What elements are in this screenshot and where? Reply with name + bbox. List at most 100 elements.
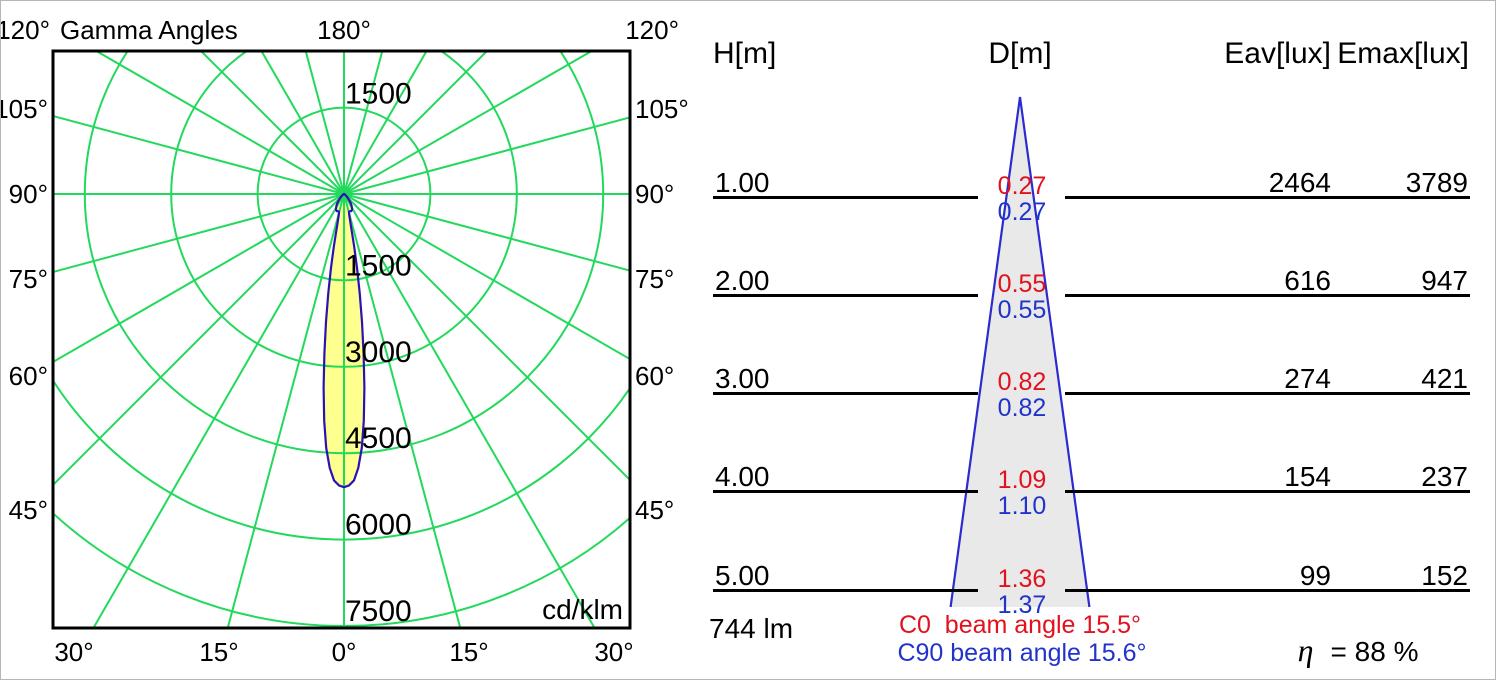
gamma-grid-line (92, 193, 345, 628)
gamma-label-right: 75° (635, 264, 674, 294)
gamma-120-top-right-label: 120° (625, 15, 679, 45)
gamma-label-right: 90° (635, 179, 674, 209)
ring-label: 4500 (345, 422, 412, 455)
row-line-right (1065, 589, 1470, 592)
gamma-grid-line (53, 193, 345, 274)
gamma-label-left: 105° (1, 94, 48, 124)
gamma-grid-line (343, 51, 384, 195)
diameter-c90-value: 0.82 (997, 394, 1047, 422)
intensity-ring (170, 51, 518, 368)
gamma-grid-line (343, 51, 594, 195)
ring-label: 1500 (345, 249, 412, 282)
intensity-ring (83, 51, 605, 455)
row-line-left (713, 589, 978, 592)
row-line-left (713, 294, 978, 297)
gamma-label-bottom: 0° (332, 637, 357, 667)
gamma-grid-line (304, 51, 345, 195)
intensity-ring (53, 511, 630, 627)
unit-label: cd/klm (542, 594, 623, 625)
diameter-c90-value: 0.27 (997, 198, 1047, 226)
polar-title: Gamma Angles (60, 15, 238, 45)
row-line-left (713, 392, 978, 395)
gamma-label-left: 45° (9, 495, 48, 525)
eta-value: = 88 % (1330, 636, 1419, 667)
gamma-grid-line (343, 116, 630, 195)
c90-beam-angle-text: C90 beam angle 15.6° (897, 639, 1147, 667)
gamma-grid-line (94, 51, 345, 195)
eta-symbol: η (1297, 632, 1314, 668)
row-line-left (713, 490, 978, 493)
diameter-c0-value: 0.82 (997, 368, 1047, 396)
ring-label: 7500 (345, 595, 412, 628)
mounting-height-value: 3.00 (715, 363, 770, 394)
emax-value: 421 (1421, 363, 1468, 394)
gamma-grid-line (199, 51, 345, 195)
row-line-right (1065, 490, 1470, 493)
column-header-height: H[m] (713, 37, 777, 70)
eav-value: 616 (1284, 265, 1331, 296)
gamma-label-bottom: 15° (449, 637, 488, 667)
eav-value: 154 (1284, 461, 1331, 492)
luminous-flux-value: 744 lm (709, 613, 794, 644)
intensity-ring (256, 106, 432, 282)
gamma-grid-line (343, 193, 630, 361)
gamma-grid-line (53, 114, 345, 195)
row-line-right (1065, 196, 1470, 199)
mounting-height-value: 2.00 (715, 265, 770, 296)
polar-grid-and-curve (53, 51, 630, 628)
ring-label-above: 1500 (345, 78, 412, 111)
gamma-label-right: 105° (635, 94, 689, 124)
polar-frame (51, 49, 632, 630)
diameter-c90-value: 0.55 (997, 296, 1047, 324)
emax-value: 237 (1421, 461, 1468, 492)
emax-value: 947 (1421, 265, 1468, 296)
gamma-grid-line (343, 51, 489, 195)
gamma-label-bottom: 15° (199, 637, 238, 667)
diameter-c0-value: 0.27 (997, 172, 1047, 200)
column-header-diameter: D[m] (988, 37, 1052, 70)
gamma-grid-line (226, 193, 345, 628)
gamma-120-top-left-label: 120° (1, 15, 50, 45)
diameter-c0-value: 1.09 (997, 466, 1047, 494)
intensity-ring (53, 378, 630, 541)
diameter-c0-value: 0.55 (997, 270, 1047, 298)
diameter-c0-value: 1.36 (997, 565, 1047, 593)
row-line-right (1065, 392, 1470, 395)
gamma-grid-line (260, 51, 345, 195)
intensity-curve-outline (322, 192, 366, 489)
polar-intensity-diagram: 1500 1500 3000 4500 6000 7500 cd/klm 120° Gamma … (1, 15, 689, 667)
gamma-grid-line (53, 193, 345, 364)
diameter-c90-value: 1.10 (997, 492, 1047, 520)
eav-value: 274 (1284, 363, 1331, 394)
emax-value: 152 (1421, 560, 1468, 591)
eav-value: 2464 (1268, 167, 1331, 198)
gamma-grid-line (343, 51, 428, 195)
c0-beam-angle-text: C0 beam angle 15.5° (898, 611, 1142, 639)
row-line-right (1065, 294, 1470, 297)
gamma-grid-line (343, 193, 462, 628)
gamma-grid-line (343, 193, 630, 272)
gamma-label-left: 90° (9, 179, 48, 209)
gamma-grid-line (343, 193, 596, 628)
row-line-left (713, 196, 978, 199)
gamma-grid-line (343, 193, 630, 482)
gamma-label-right: 45° (635, 495, 674, 525)
eav-value: 99 (1299, 560, 1331, 591)
gamma-label-left: 75° (9, 264, 48, 294)
mounting-height-value: 5.00 (715, 560, 770, 591)
gamma-label-right: 60° (635, 361, 674, 391)
gamma-180-top-label: 180° (317, 15, 371, 45)
column-header-eav: Eav[lux] (1224, 37, 1331, 70)
gamma-label-bottom: 30° (594, 637, 633, 667)
gamma-label-bottom: 30° (54, 637, 93, 667)
gamma-grid-line (53, 193, 345, 487)
mounting-height-value: 1.00 (715, 167, 770, 198)
diameter-c90-value: 1.37 (997, 591, 1047, 619)
polar-grid (53, 51, 630, 628)
ring-label: 3000 (345, 336, 412, 369)
column-header-emax: Emax[lux] (1337, 37, 1469, 70)
emax-value: 3789 (1405, 167, 1468, 198)
gamma-label-left: 60° (9, 361, 48, 391)
ring-label: 6000 (345, 509, 412, 542)
